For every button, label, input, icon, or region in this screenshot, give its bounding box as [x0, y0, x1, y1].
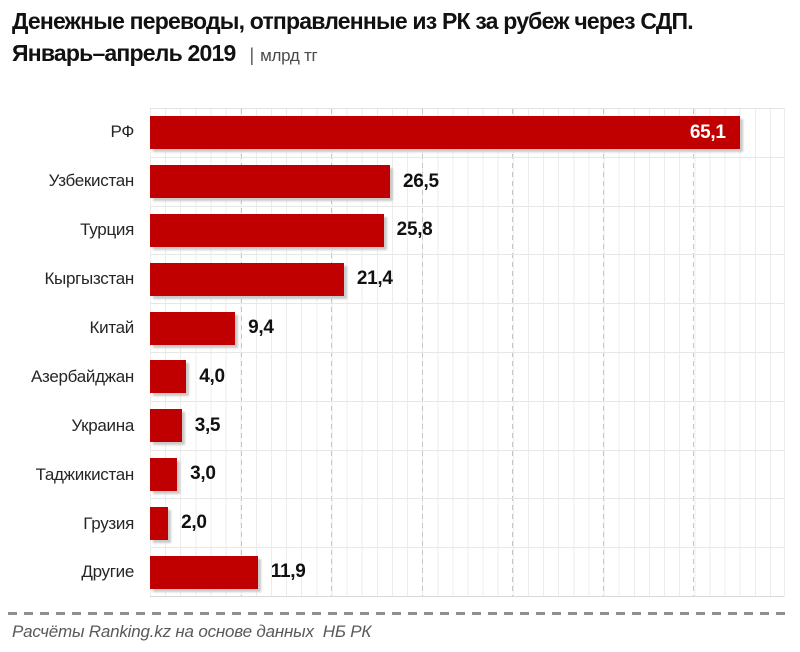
category-label: РФ: [110, 122, 135, 142]
bar: [150, 555, 258, 589]
chart-header: Денежные переводы, отправленные из РК за…: [12, 6, 788, 73]
major-gridline: [240, 109, 242, 597]
dashed-separator: [8, 612, 792, 615]
bar-row: 3,5: [150, 402, 784, 451]
bar: [150, 409, 182, 443]
bar-row: 21,4: [150, 255, 784, 305]
bar: [150, 262, 344, 296]
bar-value-label: 21,4: [356, 268, 393, 290]
category-label: Турция: [80, 220, 134, 240]
major-gridline: [693, 109, 695, 597]
bar-row: 2,0: [150, 499, 784, 549]
bar-rows: 65,1 26,5 25,8 21,4 9,4 4,0 3,5: [150, 109, 784, 597]
major-gridline: [331, 109, 333, 597]
source-note: Расчёты Ranking.kz на основе данных НБ Р…: [12, 622, 372, 641]
bar-value-label: 3,5: [194, 414, 221, 436]
bar: [150, 165, 390, 199]
bar-row: 26,5: [150, 158, 784, 207]
bar-value-label: 2,0: [181, 512, 207, 534]
category-label: Азербайджан: [31, 366, 134, 386]
chart-title: Денежные переводы, отправленные из РК за…: [12, 8, 694, 34]
bar-value-label: 9,4: [248, 317, 274, 339]
chart-unit: млрд тг: [260, 46, 318, 65]
chart-period: Январь–апрель 2019: [12, 40, 236, 66]
category-label: Украина: [71, 415, 134, 435]
bar: [150, 360, 187, 394]
major-gridline: [602, 109, 604, 597]
bar-row: 9,4: [150, 304, 784, 353]
bar-row: 25,8: [150, 207, 784, 256]
bar-row: 11,9: [150, 548, 784, 597]
bar: [150, 457, 178, 491]
bar-row: 4,0: [150, 353, 784, 402]
category-axis: РФ Узбекистан Турция Кыргызстан Китай Азербай…: [0, 108, 150, 597]
category-label: Грузия: [83, 513, 134, 533]
chart-subtitle: Январь–апрель 2019 | млрд тг: [12, 37, 788, 73]
bar: [150, 311, 236, 345]
plot-area: 65,1 26,5 25,8 21,4 9,4 4,0 3,5: [150, 108, 785, 597]
title-separator: |: [249, 45, 255, 65]
bar: [150, 213, 384, 247]
category-label: Другие: [81, 562, 134, 582]
bar-row: 3,0: [150, 451, 784, 500]
bar-value-label: 11,9: [270, 561, 306, 583]
bar-value-label: 25,8: [396, 219, 433, 241]
bar-value-label: 26,5: [403, 170, 439, 192]
bar: 65,1: [150, 116, 740, 150]
category-label: Узбекистан: [48, 171, 135, 191]
category-label: Таджикистан: [35, 464, 135, 484]
bar-value-label: 4,0: [199, 365, 225, 387]
bar-value-label: 3,0: [190, 463, 216, 485]
major-gridline: [421, 109, 423, 597]
bar-value-label: 65,1: [689, 121, 726, 143]
bar-row: 65,1: [150, 109, 784, 158]
category-label: Кыргызстан: [44, 269, 134, 289]
bar: [150, 506, 169, 540]
major-gridline: [512, 109, 514, 597]
category-label: Китай: [89, 318, 135, 337]
